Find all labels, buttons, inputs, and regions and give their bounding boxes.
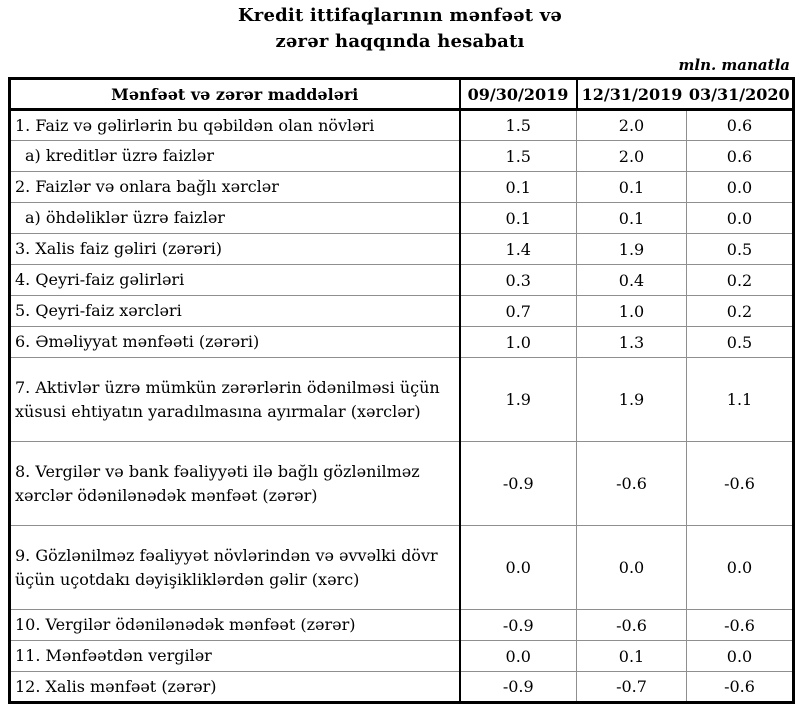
row-value: 0.0 [686, 171, 794, 203]
row-value: -0.6 [576, 441, 687, 526]
row-value: 0.0 [459, 525, 577, 610]
row-value: -0.6 [576, 609, 687, 641]
column-header-period-2: 12/31/2019 [576, 78, 687, 110]
row-value: 0.0 [686, 525, 794, 610]
row-value: 0.1 [459, 202, 577, 234]
table-row: a) öhdəliklər üzrə faizlər 0.1 0.1 0.0 [9, 202, 794, 234]
table-row: 3. Xalis faiz gəliri (zərəri) 1.4 1.9 0.… [9, 233, 794, 265]
row-label: 11. Mənfəətdən vergilər [9, 640, 461, 672]
row-value: -0.6 [686, 441, 794, 526]
row-label: 6. Əməliyyat mənfəəti (zərəri) [9, 326, 461, 358]
row-label: 9. Gözlənilməz fəaliyyət növlərindən və … [9, 525, 461, 610]
row-value: 0.0 [686, 202, 794, 234]
row-value: -0.9 [459, 441, 577, 526]
row-value: -0.7 [576, 671, 687, 703]
table-row: 9. Gözlənilməz fəaliyyət növlərindən və … [9, 525, 794, 610]
column-header-items: Mənfəət və zərər maddələri [9, 78, 461, 110]
row-label: 5. Qeyri-faiz xərcləri [9, 295, 461, 327]
row-label: a) kreditlər üzrə faizlər [9, 140, 461, 172]
page-title-line1: Kredit ittifaqlarının mənfəət və [237, 5, 563, 26]
row-label: 1. Faiz və gəlirlərin bu qəbildən olan n… [9, 109, 461, 141]
row-value: 1.4 [459, 233, 577, 265]
table-row: 10. Vergilər ödənilənədək mənfəət (zərər… [9, 609, 794, 641]
unit-note: mln. manatla [678, 56, 790, 74]
row-value: 0.3 [459, 264, 577, 296]
row-label: 7. Aktivlər üzrə mümkün zərərlərin ödəni… [9, 357, 461, 442]
row-value: 1.1 [686, 357, 794, 442]
page-title-line2: zərər haqqında hesabatı [275, 31, 525, 52]
row-value: 0.0 [576, 525, 687, 610]
table-row: 7. Aktivlər üzrə mümkün zərərlərin ödəni… [9, 357, 794, 442]
table-row: 12. Xalis mənfəət (zərər) -0.9 -0.7 -0.6 [9, 671, 794, 703]
row-label: 4. Qeyri-faiz gəlirləri [9, 264, 461, 296]
row-value: 0.0 [686, 640, 794, 672]
page-title: Kredit ittifaqlarının mənfəət və zərər h… [0, 0, 800, 55]
table-header-row: Mənfəət və zərər maddələri 09/30/2019 12… [9, 78, 794, 110]
row-value: 1.5 [459, 109, 577, 141]
row-value: 0.2 [686, 264, 794, 296]
column-header-period-1: 09/30/2019 [459, 78, 578, 110]
row-value: 0.1 [576, 202, 687, 234]
row-value: 0.1 [459, 171, 577, 203]
table-row: 8. Vergilər və bank fəaliyyəti ilə bağlı… [9, 441, 794, 526]
row-value: 0.5 [686, 233, 794, 265]
row-label: a) öhdəliklər üzrə faizlər [9, 202, 461, 234]
column-header-period-3: 03/31/2020 [686, 78, 794, 110]
row-value: 0.6 [686, 140, 794, 172]
table-row: 1. Faiz və gəlirlərin bu qəbildən olan n… [9, 109, 794, 141]
profit-loss-table: Mənfəət və zərər maddələri 09/30/2019 12… [8, 77, 795, 704]
table-row: 4. Qeyri-faiz gəlirləri 0.3 0.4 0.2 [9, 264, 794, 296]
row-value: 2.0 [576, 109, 687, 141]
row-label: 10. Vergilər ödənilənədək mənfəət (zərər… [9, 609, 461, 641]
row-value: 0.7 [459, 295, 577, 327]
row-value: -0.9 [459, 609, 577, 641]
table-row: 5. Qeyri-faiz xərcləri 0.7 1.0 0.2 [9, 295, 794, 327]
row-value: 0.5 [686, 326, 794, 358]
row-value: 1.5 [459, 140, 577, 172]
table-row: 11. Mənfəətdən vergilər 0.0 0.1 0.0 [9, 640, 794, 672]
table-row: a) kreditlər üzrə faizlər 1.5 2.0 0.6 [9, 140, 794, 172]
row-value: -0.6 [686, 609, 794, 641]
row-label: 8. Vergilər və bank fəaliyyəti ilə bağlı… [9, 441, 461, 526]
table-row: 2. Faizlər və onlara bağlı xərclər 0.1 0… [9, 171, 794, 203]
row-value: 1.9 [576, 233, 687, 265]
row-value: 1.0 [576, 295, 687, 327]
row-label: 3. Xalis faiz gəliri (zərəri) [9, 233, 461, 265]
row-label: 2. Faizlər və onlara bağlı xərclər [9, 171, 461, 203]
row-value: 0.1 [576, 640, 687, 672]
row-value: 0.2 [686, 295, 794, 327]
row-value: 0.4 [576, 264, 687, 296]
row-value: 0.6 [686, 109, 794, 141]
row-label: 12. Xalis mənfəət (zərər) [9, 671, 461, 703]
row-value: 0.1 [576, 171, 687, 203]
table-row: 6. Əməliyyat mənfəəti (zərəri) 1.0 1.3 0… [9, 326, 794, 358]
row-value: 2.0 [576, 140, 687, 172]
row-value: 1.9 [576, 357, 687, 442]
row-value: -0.6 [686, 671, 794, 703]
row-value: -0.9 [459, 671, 577, 703]
row-value: 1.0 [459, 326, 577, 358]
row-value: 1.3 [576, 326, 687, 358]
row-value: 0.0 [459, 640, 577, 672]
row-value: 1.9 [459, 357, 577, 442]
